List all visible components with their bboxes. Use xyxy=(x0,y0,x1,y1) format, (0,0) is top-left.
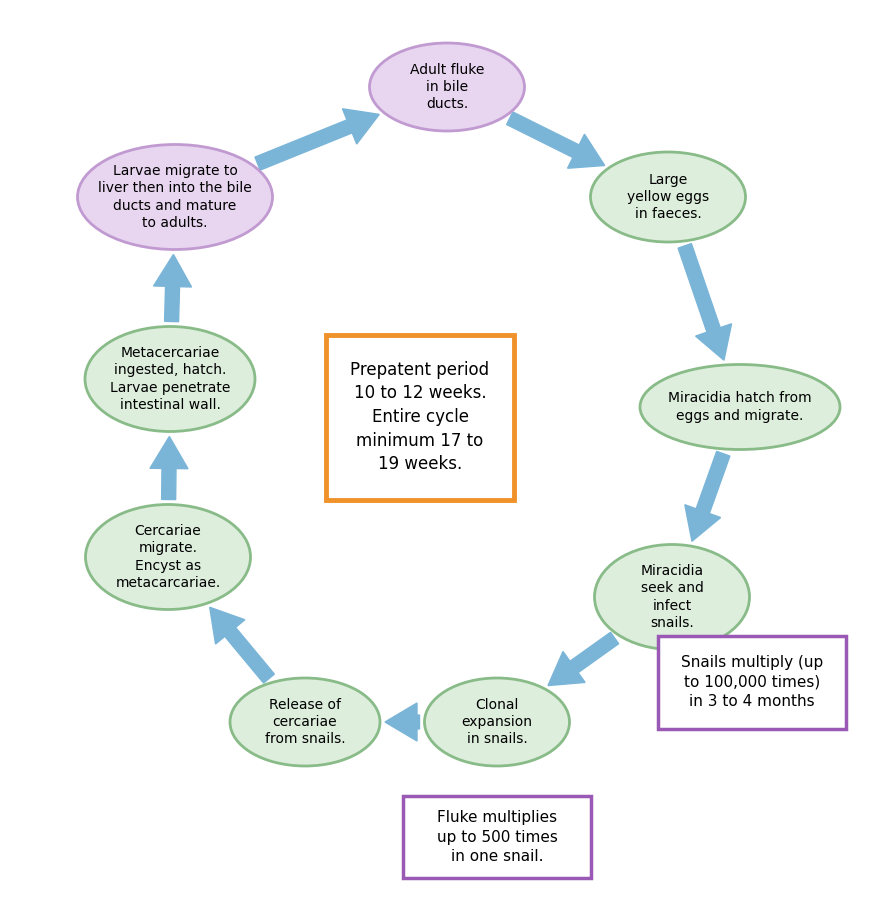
Text: Miracidia hatch from
eggs and migrate.: Miracidia hatch from eggs and migrate. xyxy=(668,391,812,422)
Text: Miracidia
seek and
infect
snails.: Miracidia seek and infect snails. xyxy=(640,564,704,630)
Ellipse shape xyxy=(591,152,746,242)
FancyArrow shape xyxy=(255,109,379,170)
FancyArrow shape xyxy=(210,607,274,684)
Ellipse shape xyxy=(230,678,380,766)
FancyArrow shape xyxy=(154,255,191,322)
Ellipse shape xyxy=(78,144,273,249)
Text: Snails multiply (up
to 100,000 times)
in 3 to 4 months: Snails multiply (up to 100,000 times) in… xyxy=(681,655,823,710)
FancyArrow shape xyxy=(385,703,419,741)
FancyArrow shape xyxy=(507,112,604,169)
Text: Adult fluke
in bile
ducts.: Adult fluke in bile ducts. xyxy=(409,63,485,111)
Text: Release of
cercariae
from snails.: Release of cercariae from snails. xyxy=(265,698,345,746)
Text: Larvae migrate to
liver then into the bile
ducts and mature
to adults.: Larvae migrate to liver then into the bi… xyxy=(98,164,252,230)
FancyArrow shape xyxy=(679,244,731,361)
Ellipse shape xyxy=(369,43,525,131)
FancyBboxPatch shape xyxy=(326,335,514,500)
FancyBboxPatch shape xyxy=(403,796,591,878)
Ellipse shape xyxy=(640,364,840,449)
FancyArrow shape xyxy=(150,437,188,500)
Text: Large
yellow eggs
in faeces.: Large yellow eggs in faeces. xyxy=(627,173,709,222)
FancyBboxPatch shape xyxy=(658,635,846,728)
Text: Prepatent period
10 to 12 weeks.
Entire cycle
minimum 17 to
19 weeks.: Prepatent period 10 to 12 weeks. Entire … xyxy=(350,361,490,474)
Text: Clonal
expansion
in snails.: Clonal expansion in snails. xyxy=(461,698,533,746)
Text: Metacercariae
ingested, hatch.
Larvae penetrate
intestinal wall.: Metacercariae ingested, hatch. Larvae pe… xyxy=(110,346,230,412)
Ellipse shape xyxy=(425,678,569,766)
Ellipse shape xyxy=(595,544,749,649)
FancyArrow shape xyxy=(548,632,619,685)
Text: Cercariae
migrate.
Encyst as
metacarcariae.: Cercariae migrate. Encyst as metacarcari… xyxy=(115,524,221,590)
FancyArrow shape xyxy=(685,451,730,541)
Ellipse shape xyxy=(85,327,255,431)
Ellipse shape xyxy=(86,504,250,609)
Text: Fluke multiplies
up to 500 times
in one snail.: Fluke multiplies up to 500 times in one … xyxy=(436,810,558,865)
